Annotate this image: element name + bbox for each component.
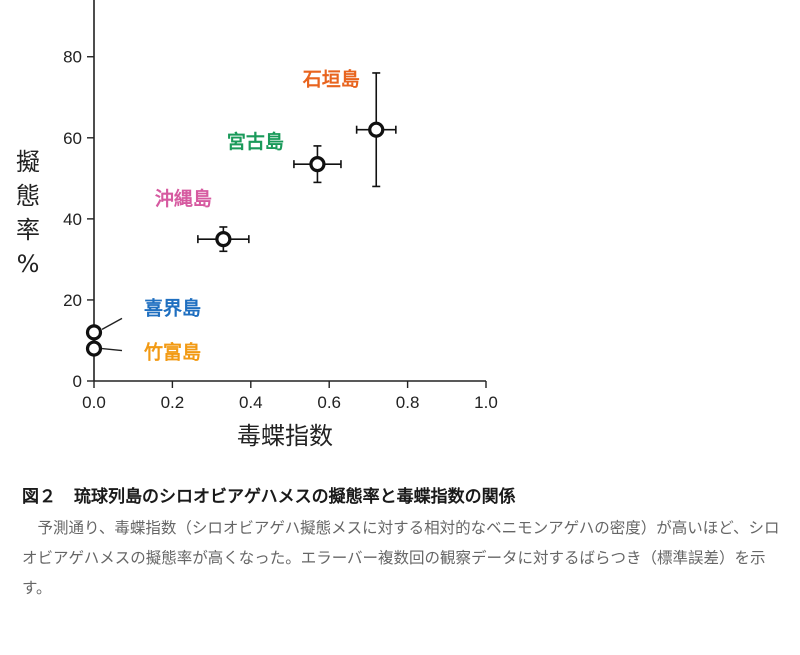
x-tick-label: 1.0: [474, 393, 498, 412]
y-axis-title-char: 率: [16, 216, 40, 244]
point-marker: [85, 340, 103, 357]
leader-line: [101, 317, 123, 330]
point-label: 竹富島: [143, 341, 201, 364]
x-tick-label: 0.8: [396, 393, 420, 412]
data-point: 石垣島: [302, 68, 397, 188]
caption-title: 図２ 琉球列島のシロオビアゲハメスの擬態率と毒蝶指数の関係: [22, 482, 782, 507]
x-tick-label: 0.4: [239, 393, 263, 412]
figure-number: 図２: [22, 487, 56, 507]
scatter-chart: 0 20 40 60 80 0.0 0.2 0.4 0.6 0.8 1.0 擬態率% 毒蝶指数 石…: [16, 0, 498, 450]
axes: [93, 0, 486, 382]
y-axis-title-char: 擬: [16, 148, 40, 176]
leader-line: [101, 347, 123, 352]
figure-caption: 図２ 琉球列島のシロオビアゲハメスの擬態率と毒蝶指数の関係 予測通り、毒蝶指数（シ…: [22, 482, 782, 603]
point-marker: [215, 231, 232, 248]
x-ticks: 0.0 0.2 0.4 0.6 0.8 1.0: [82, 381, 498, 412]
y-tick-label: 0: [73, 372, 82, 391]
y-ticks: 0 20 40 60 80: [63, 48, 94, 391]
data-point: 沖縄島: [155, 187, 250, 253]
point-label: 喜界島: [144, 296, 201, 319]
point-marker: [368, 121, 385, 138]
x-tick-label: 0.0: [82, 393, 106, 412]
data-point: 宮古島: [227, 130, 342, 184]
data-point: 喜界島: [85, 296, 201, 341]
x-tick-label: 0.6: [317, 393, 341, 412]
point-label: 石垣島: [302, 68, 360, 91]
caption-body: 予測通り、毒蝶指数（シロオビアゲハ擬態メスに対する相対的なベニモンアゲハの密度）…: [22, 519, 780, 597]
x-axis-title: 毒蝶指数: [237, 422, 333, 450]
point-label: 沖縄島: [155, 187, 212, 210]
x-tick-label: 0.2: [161, 393, 185, 412]
y-axis-title-char: 態: [16, 182, 40, 210]
point-marker: [85, 324, 103, 341]
point-marker: [309, 156, 326, 173]
y-tick-label: 60: [63, 129, 82, 148]
data-point: 竹富島: [85, 340, 201, 364]
y-tick-label: 80: [63, 48, 82, 67]
caption-title-text: 琉球列島のシロオビアゲハメスの擬態率と毒蝶指数の関係: [74, 487, 516, 507]
y-axis-title-char: %: [17, 250, 40, 278]
y-tick-label: 20: [63, 291, 82, 310]
y-axis-title: 擬態率%: [16, 148, 40, 278]
point-label: 宮古島: [227, 130, 284, 153]
y-tick-label: 40: [63, 210, 82, 229]
